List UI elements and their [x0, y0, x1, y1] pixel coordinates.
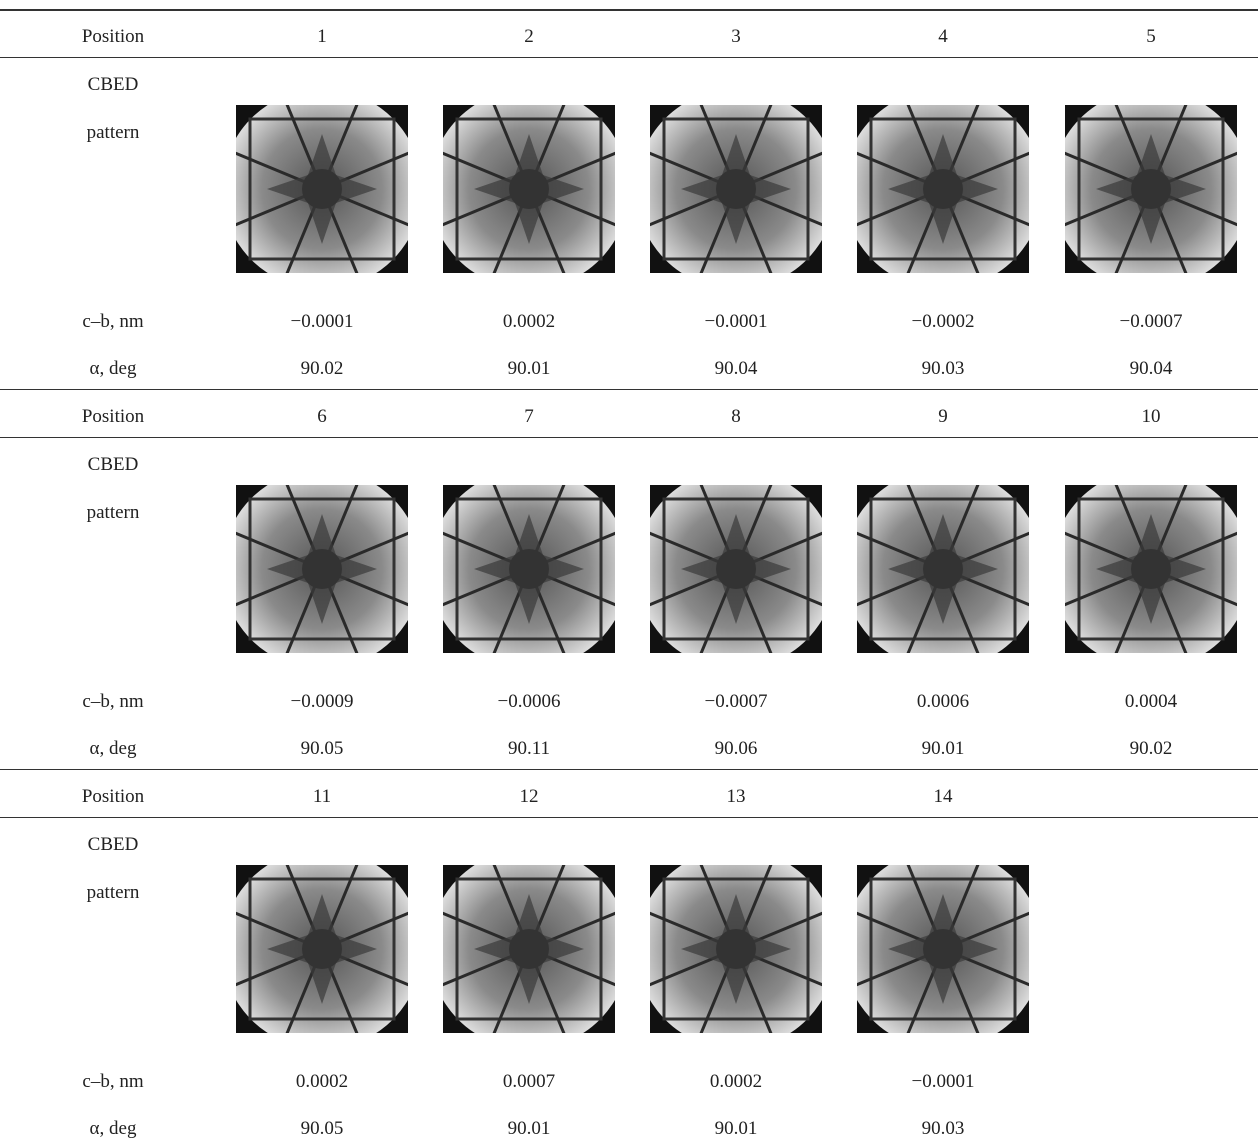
row-label: α, deg — [90, 358, 137, 380]
cbed-pattern — [236, 105, 408, 273]
alpha-value: 90.02 — [1130, 738, 1173, 760]
alpha-value: 90.02 — [301, 358, 344, 380]
row-label: Position — [82, 406, 144, 428]
cbed-pattern — [443, 485, 615, 653]
cb-value: −0.0009 — [291, 691, 354, 713]
position-number: 3 — [731, 26, 741, 48]
row-label: Position — [82, 26, 144, 48]
pattern-part — [923, 169, 963, 209]
position-number: 7 — [524, 406, 534, 428]
row-label: Position — [82, 786, 144, 808]
table-page: Position CBED pattern c–b, nm α, deg 1 −0.0001… — [0, 0, 1258, 1147]
cb-value: 0.0002 — [710, 1071, 762, 1093]
row-label: pattern — [87, 502, 140, 524]
cb-value: −0.0001 — [291, 311, 354, 333]
pattern-part — [923, 929, 963, 969]
cb-value: −0.0001 — [705, 311, 768, 333]
position-number: 14 — [934, 786, 953, 808]
row-label: pattern — [87, 122, 140, 144]
cb-value: −0.0007 — [705, 691, 768, 713]
cbed-pattern — [443, 105, 615, 273]
alpha-value: 90.05 — [301, 1118, 344, 1140]
row-label: pattern — [87, 882, 140, 904]
pattern-part — [509, 169, 549, 209]
position-number: 12 — [520, 786, 539, 808]
alpha-value: 90.04 — [715, 358, 758, 380]
position-number: 6 — [317, 406, 327, 428]
row-label: α, deg — [90, 1118, 137, 1140]
cbed-pattern — [857, 485, 1029, 653]
cb-value: 0.0007 — [503, 1071, 555, 1093]
alpha-value: 90.06 — [715, 738, 758, 760]
cb-value: −0.0007 — [1120, 311, 1183, 333]
alpha-value: 90.01 — [508, 1118, 551, 1140]
pattern-part — [1131, 169, 1171, 209]
pattern-part — [302, 169, 342, 209]
table-rule — [0, 769, 1258, 770]
alpha-value: 90.03 — [922, 358, 965, 380]
table-rule — [0, 437, 1258, 438]
position-number: 1 — [317, 26, 327, 48]
cbed-pattern — [443, 865, 615, 1033]
cb-value: −0.0001 — [912, 1071, 975, 1093]
cbed-pattern — [1065, 105, 1237, 273]
cb-value: −0.0002 — [912, 311, 975, 333]
cbed-pattern — [650, 105, 822, 273]
position-number: 5 — [1146, 26, 1156, 48]
pattern-part — [716, 549, 756, 589]
cb-value: 0.0002 — [296, 1071, 348, 1093]
cbed-pattern — [650, 865, 822, 1033]
cb-value: 0.0002 — [503, 311, 555, 333]
pattern-part — [923, 549, 963, 589]
alpha-value: 90.04 — [1130, 358, 1173, 380]
cb-value: 0.0004 — [1125, 691, 1177, 713]
position-number: 2 — [524, 26, 534, 48]
table-rule — [0, 57, 1258, 58]
cbed-pattern — [857, 105, 1029, 273]
table-rule — [0, 9, 1258, 11]
row-label: c–b, nm — [82, 1071, 143, 1093]
cb-value: 0.0006 — [917, 691, 969, 713]
pattern-part — [1131, 549, 1171, 589]
cb-value: −0.0006 — [498, 691, 561, 713]
cbed-pattern — [857, 865, 1029, 1033]
row-label: CBED — [88, 454, 139, 476]
cbed-pattern — [1065, 485, 1237, 653]
row-label: CBED — [88, 834, 139, 856]
pattern-part — [716, 929, 756, 969]
alpha-value: 90.03 — [922, 1118, 965, 1140]
cbed-pattern — [650, 485, 822, 653]
alpha-value: 90.11 — [508, 738, 550, 760]
pattern-part — [302, 549, 342, 589]
position-number: 9 — [938, 406, 948, 428]
cbed-pattern — [236, 865, 408, 1033]
alpha-value: 90.01 — [508, 358, 551, 380]
cbed-pattern — [236, 485, 408, 653]
alpha-value: 90.05 — [301, 738, 344, 760]
table-rule — [0, 389, 1258, 390]
pattern-part — [509, 929, 549, 969]
position-number: 13 — [727, 786, 746, 808]
alpha-value: 90.01 — [922, 738, 965, 760]
position-number: 8 — [731, 406, 741, 428]
position-number: 11 — [313, 786, 331, 808]
row-label: c–b, nm — [82, 691, 143, 713]
table-rule — [0, 817, 1258, 818]
row-label: CBED — [88, 74, 139, 96]
alpha-value: 90.01 — [715, 1118, 758, 1140]
row-label: α, deg — [90, 738, 137, 760]
position-number: 10 — [1142, 406, 1161, 428]
position-number: 4 — [938, 26, 948, 48]
row-label: c–b, nm — [82, 311, 143, 333]
pattern-part — [716, 169, 756, 209]
pattern-part — [302, 929, 342, 969]
pattern-part — [509, 549, 549, 589]
